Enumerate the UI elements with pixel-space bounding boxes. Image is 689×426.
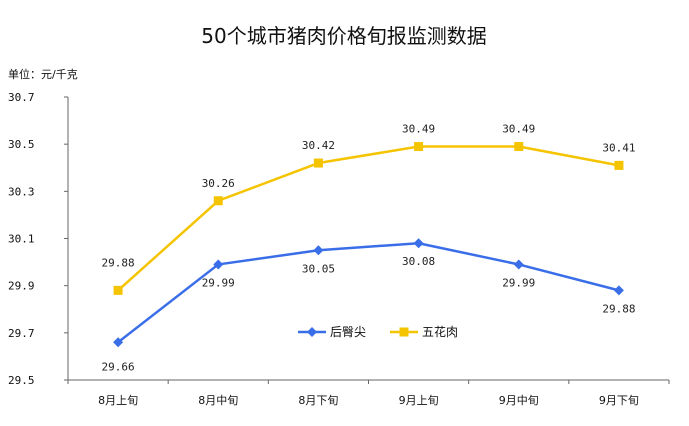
legend: 后臀尖 五花肉 bbox=[298, 324, 458, 339]
series-point bbox=[413, 238, 424, 249]
x-tick-label: 9月下旬 bbox=[599, 394, 639, 407]
data-label: 30.41 bbox=[602, 141, 635, 154]
series-point bbox=[313, 245, 324, 256]
data-label: 29.99 bbox=[202, 276, 235, 289]
series-0: 29.66 29.99 30.05 30.08 29.99 29.88 bbox=[102, 238, 635, 373]
series-point bbox=[614, 160, 624, 170]
series-point bbox=[313, 158, 323, 168]
unit-label: 单位：元/千克 bbox=[8, 67, 78, 81]
chart-title: 50个城市猪肉价格旬报监测数据 bbox=[201, 24, 486, 48]
data-label: 30.05 bbox=[302, 262, 335, 275]
data-label: 29.88 bbox=[602, 302, 635, 315]
data-label: 29.99 bbox=[502, 276, 535, 289]
series-point bbox=[513, 259, 524, 270]
legend-label: 五花肉 bbox=[422, 324, 458, 339]
series-point bbox=[113, 285, 123, 295]
legend-swatch-marker bbox=[399, 327, 409, 337]
data-label: 29.66 bbox=[102, 360, 135, 373]
y-tick-label: 29.9 bbox=[8, 280, 35, 293]
series-point bbox=[213, 196, 223, 206]
x-tick-label: 8月上旬 bbox=[98, 394, 138, 407]
data-label: 30.08 bbox=[402, 255, 435, 268]
x-tick-label: 8月下旬 bbox=[298, 394, 338, 407]
legend-item-1: 五花肉 bbox=[390, 324, 458, 339]
y-tick-label: 30.1 bbox=[8, 233, 35, 246]
x-tick-label: 9月中旬 bbox=[499, 394, 539, 407]
data-label: 30.42 bbox=[302, 139, 335, 152]
series-point bbox=[514, 142, 524, 152]
series-point bbox=[613, 285, 624, 296]
data-label: 30.49 bbox=[402, 123, 435, 136]
legend-swatch-marker bbox=[307, 327, 317, 337]
legend-label: 后臀尖 bbox=[330, 325, 366, 339]
series-layer: 29.66 29.99 30.05 30.08 29.99 29.88 29.88 30.26… bbox=[102, 123, 636, 374]
y-tick-label: 30.7 bbox=[8, 91, 35, 104]
y-tick-label: 30.5 bbox=[8, 138, 35, 151]
x-tick-label: 8月中旬 bbox=[198, 394, 238, 407]
series-line bbox=[117, 241, 620, 344]
legend-item-0: 后臀尖 bbox=[298, 325, 366, 339]
axes: 29.5 29.7 29.9 30.1 30.3 30.5 30.7 8月上旬 8月中旬 8月下旬… bbox=[8, 91, 670, 407]
data-label: 30.26 bbox=[202, 177, 235, 190]
y-tick-label: 29.7 bbox=[8, 327, 35, 340]
y-tick-label: 30.3 bbox=[8, 185, 35, 198]
data-label: 30.49 bbox=[502, 123, 535, 136]
series-point bbox=[113, 337, 124, 348]
series-point bbox=[213, 259, 224, 270]
x-tick-label: 9月上旬 bbox=[399, 394, 439, 407]
series-point bbox=[414, 142, 424, 152]
y-tick-label: 29.5 bbox=[8, 374, 35, 387]
data-label: 29.88 bbox=[102, 256, 135, 269]
series-line bbox=[117, 145, 620, 292]
series-1: 29.88 30.26 30.42 30.49 30.49 30.41 bbox=[102, 123, 635, 295]
